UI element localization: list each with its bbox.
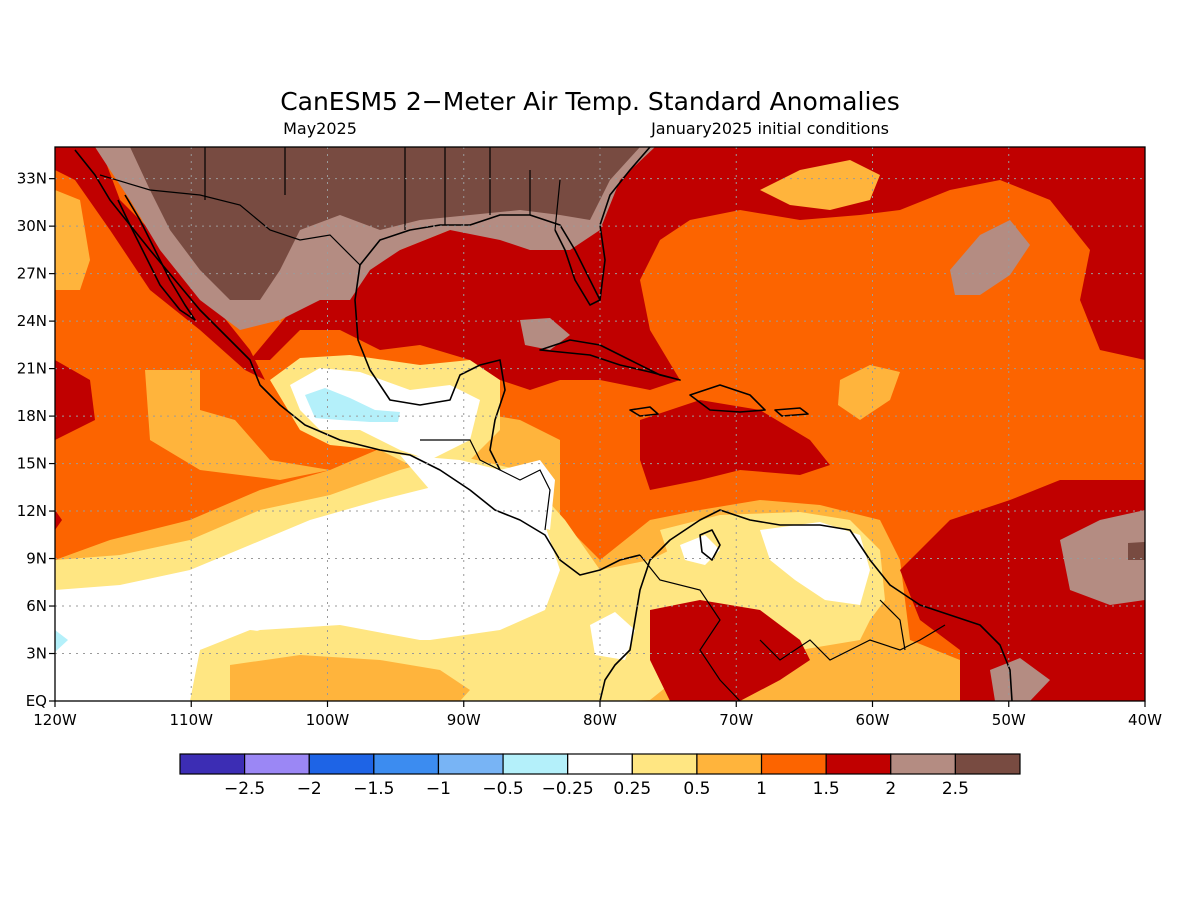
shade-hot-caribbean: [640, 400, 830, 490]
colorbar-swatch: [954, 753, 1021, 775]
shade-sa-neutral: [760, 522, 870, 605]
lat-tick-label: 18N: [17, 407, 47, 425]
coast-puerto-rico: [774, 407, 809, 417]
lat-tick-label: EQ: [26, 692, 47, 710]
shade-pacific-1-lower: [230, 655, 470, 701]
colorbar-label: −0.25: [542, 779, 594, 799]
border-central-america: [420, 439, 551, 531]
shade-hot-west-edge-b: [55, 510, 62, 530]
lat-tick-label: 9N: [26, 550, 47, 568]
lon-tick-label: 60W: [856, 711, 890, 729]
shade-hot-west-edge: [55, 360, 95, 440]
lat-lon-grid: [55, 147, 1145, 701]
colorbar-swatch: [696, 753, 763, 775]
colorbar-label: 1: [756, 779, 767, 799]
coast-mexico-pacific: [74, 149, 641, 576]
shade-hot-sa-interior: [650, 600, 810, 701]
colorbar-label: −2: [297, 779, 322, 799]
colorbar-swatch: [760, 753, 827, 775]
coast-jamaica: [629, 406, 659, 417]
coast-south-america: [599, 509, 1013, 701]
colorbar-swatch: [567, 753, 633, 775]
coast-cuba: [539, 339, 681, 381]
coast-hispaniola: [689, 384, 766, 413]
lon-tick-label: 40W: [1128, 711, 1162, 729]
shade-brown-north: [130, 147, 640, 300]
colorbar-swatch: [308, 753, 375, 775]
colorbar-swatch: [890, 753, 956, 775]
colorbar-swatch: [373, 753, 440, 775]
colorbar-label: 2.5: [942, 779, 969, 799]
lon-tick-label: 110W: [170, 711, 214, 729]
lon-tick-label: 50W: [992, 711, 1026, 729]
colorbar-swatch: [244, 753, 310, 775]
lat-tick-label: 12N: [17, 502, 47, 520]
colorbar: −2.5 −2 −1.5 −1 −0.5 −0.25 0.25 0.5 1 1.5 2 2.5: [179, 753, 1021, 799]
shade-mauve-cuba: [520, 318, 570, 350]
lat-tick-label: 6N: [26, 597, 47, 615]
colorbar-label: 0.5: [683, 779, 710, 799]
shade-mauve-se: [990, 658, 1050, 701]
country-borders: [99, 147, 946, 701]
forecast-month: May2025: [283, 119, 357, 138]
shade-mauve-east: [1060, 510, 1145, 605]
lon-tick-label: 70W: [719, 711, 753, 729]
shade-brown-east: [1128, 542, 1145, 560]
shade-atlantic-1b: [838, 365, 900, 420]
border-sa-interior: [639, 554, 946, 701]
lon-tick-label: 80W: [583, 711, 617, 729]
anomaly-shading: [55, 147, 1145, 701]
shade-hot-gulf-atlantic: [250, 147, 1145, 390]
lon-tick-label: 120W: [33, 711, 77, 729]
colorbar-label: −2.5: [224, 779, 265, 799]
border-us-states: [204, 147, 561, 231]
shade-pacific-cool-edge: [55, 630, 68, 652]
shade-sa-neutral-c: [590, 612, 635, 660]
colorbar-label: 1.5: [813, 779, 840, 799]
shade-pacific-1b: [145, 370, 330, 480]
lat-tick-label: 3N: [26, 645, 47, 663]
lat-tick-label: 21N: [17, 360, 47, 378]
initial-conditions: January2025 initial conditions: [650, 119, 889, 138]
shade-pacific-west-1: [55, 190, 90, 290]
coast-us-atlantic: [599, 147, 651, 301]
colorbar-swatch: [502, 753, 569, 775]
shade-mauve-atlantic: [950, 220, 1030, 295]
colorbar-swatch: [179, 753, 246, 775]
colorbar-swatch: [631, 753, 698, 775]
shade-atlantic-1: [760, 160, 880, 210]
colorbar-label: −1.5: [353, 779, 394, 799]
coast-gulf-mexico: [354, 264, 506, 471]
coast-baja: [117, 194, 196, 321]
map-panel: [55, 147, 1145, 701]
figure-title: CanESM5 2−Meter Air Temp. Standard Anoma…: [280, 87, 900, 116]
coastlines: [74, 147, 1013, 701]
border-us-mexico: [99, 174, 361, 266]
map-axes: 120W 110W 100W 90W 80W 70W 60W 50W 40W EQ 3N 6N 9N 12…: [17, 170, 1162, 729]
colorbar-label: 0.25: [613, 779, 651, 799]
colorbar-swatch: [825, 753, 892, 775]
coast-us-gulf: [359, 214, 601, 306]
lat-tick-label: 27N: [17, 265, 47, 283]
shade-central-america-neutral: [400, 455, 555, 530]
lat-tick-label: 24N: [17, 312, 47, 330]
colorbar-label: −1: [426, 779, 451, 799]
lat-tick-label: 15N: [17, 455, 47, 473]
shade-gulf-cool: [305, 388, 400, 422]
shade-pacific-neutral: [55, 485, 560, 701]
colorbar-label: −0.5: [482, 779, 523, 799]
lat-tick-label: 30N: [17, 217, 47, 235]
colorbar-label: 2: [885, 779, 896, 799]
lat-tick-label: 33N: [17, 170, 47, 188]
coast-lake-maracaibo: [699, 529, 721, 561]
lon-tick-label: 90W: [447, 711, 481, 729]
colorbar-swatch: [437, 753, 504, 775]
lon-tick-label: 100W: [306, 711, 350, 729]
